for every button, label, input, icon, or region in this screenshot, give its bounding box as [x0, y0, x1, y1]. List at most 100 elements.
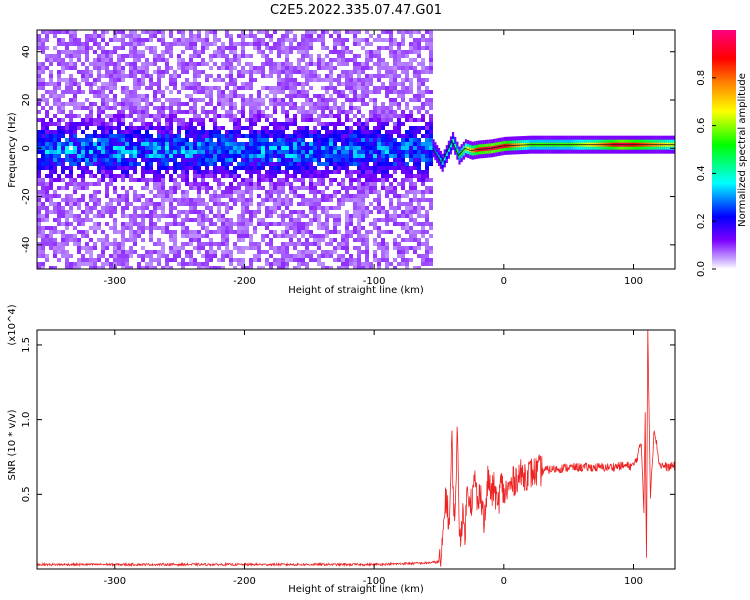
spectrogram-cell	[397, 114, 401, 118]
spectrogram-cell	[241, 162, 245, 166]
spectrogram-cell	[93, 122, 97, 126]
spectrogram-cell	[193, 82, 197, 86]
spectrogram-cell	[289, 254, 293, 258]
spectrogram-cell	[197, 38, 201, 42]
spectrogram-cell	[245, 126, 249, 130]
spectrogram-cell	[341, 130, 345, 134]
spectrogram-cell	[61, 142, 65, 146]
spectrogram-cell	[429, 190, 433, 194]
spectrogram-cell	[269, 86, 273, 90]
spectrogram-cell	[257, 38, 261, 42]
spectrogram-cell	[193, 126, 197, 130]
bottom-x-axis-label: Height of straight line (km)	[288, 584, 424, 595]
spectrogram-cell	[185, 202, 189, 206]
spectrogram-cell	[213, 162, 217, 166]
spectrogram-cell	[125, 90, 129, 94]
spectrogram-cell	[57, 138, 61, 142]
spectrogram-cell	[113, 74, 117, 78]
spectrogram-cell	[189, 186, 193, 190]
spectrogram-cell	[133, 102, 137, 106]
spectrogram-cell	[277, 222, 281, 226]
spectrogram-cell	[41, 178, 45, 182]
spectrogram-cell	[257, 266, 261, 269]
spectrogram-cell	[329, 114, 333, 118]
spectrogram-cell	[117, 154, 121, 158]
spectrogram-cell	[165, 222, 169, 226]
spectrogram-cell	[305, 70, 309, 74]
spectrogram-cell	[329, 182, 333, 186]
spectrogram-cell	[53, 30, 57, 34]
spectrogram-cell	[413, 162, 417, 166]
spectrogram-cell	[269, 166, 273, 170]
spectrogram-cell	[353, 90, 357, 94]
spectrogram-cell	[281, 70, 285, 74]
spectrogram-cell	[221, 102, 225, 106]
spectrogram-cell	[197, 90, 201, 94]
spectrogram-cell	[129, 50, 133, 54]
spectrogram-cell	[321, 182, 325, 186]
spectrogram-cell	[417, 86, 421, 90]
spectrogram-cell	[393, 178, 397, 182]
spectrogram-cell	[389, 182, 393, 186]
spectrogram-cell	[389, 130, 393, 134]
spectrogram-cell	[249, 86, 253, 90]
spectrogram-cell	[129, 234, 133, 238]
spectrogram-cell	[321, 194, 325, 198]
spectrogram-cell	[329, 134, 333, 138]
spectrogram-cell	[365, 206, 369, 210]
spectrogram-cell	[153, 58, 157, 62]
spectrogram-cell	[321, 162, 325, 166]
spectrogram-cell	[257, 142, 261, 146]
spectrogram-cell	[185, 254, 189, 258]
spectrogram-cell	[149, 230, 153, 234]
spectrogram-cell	[309, 186, 313, 190]
spectrogram-cell	[101, 206, 105, 210]
spectrogram-cell	[393, 70, 397, 74]
spectrogram-cell	[121, 262, 125, 266]
spectrogram-cell	[169, 130, 173, 134]
spectrogram-cell	[205, 166, 209, 170]
spectrogram-cell	[169, 42, 173, 46]
spectrogram-cell	[393, 130, 397, 134]
spectrogram-cell	[109, 58, 113, 62]
spectrogram-cell	[309, 162, 313, 166]
spectrogram-cell	[37, 262, 41, 266]
spectrogram-cell	[101, 34, 105, 38]
spectrogram-cell	[133, 218, 137, 222]
spectrogram-cell	[161, 130, 165, 134]
spectrogram-cell	[249, 74, 253, 78]
spectrogram-cell	[425, 158, 429, 162]
spectrogram-cell	[137, 146, 141, 150]
spectrogram-cell	[425, 126, 429, 130]
spectrogram-cell	[365, 122, 369, 126]
spectrogram-cell	[69, 238, 73, 242]
spectrogram-cell	[121, 186, 125, 190]
spectrogram-cell	[85, 154, 89, 158]
spectrogram-cell	[293, 194, 297, 198]
spectrogram-cell	[189, 230, 193, 234]
top-x-tick-label: -300	[103, 276, 126, 287]
spectrogram-cell	[189, 62, 193, 66]
spectrogram-cell	[57, 106, 61, 110]
colorbar-tick-label: 0.6	[696, 118, 707, 134]
spectrogram-cell	[389, 142, 393, 146]
spectrogram-cell	[305, 114, 309, 118]
spectrogram-cell	[309, 254, 313, 258]
spectrogram-cell	[357, 166, 361, 170]
spectrogram-cell	[285, 94, 289, 98]
spectrogram-cell	[305, 222, 309, 226]
spectrogram-cell	[141, 126, 145, 130]
spectrogram-cell	[257, 174, 261, 178]
spectrogram-cell	[389, 74, 393, 78]
spectrogram-cell	[397, 250, 401, 254]
spectrogram-cell	[429, 258, 433, 262]
spectrogram-cell	[201, 254, 205, 258]
spectrogram-cell	[413, 138, 417, 142]
spectrogram-cell	[129, 150, 133, 154]
spectrogram-cell	[45, 54, 49, 58]
spectrogram-cell	[389, 262, 393, 266]
spectrogram-cell	[297, 218, 301, 222]
spectrogram-cell	[109, 206, 113, 210]
spectrogram-cell	[169, 66, 173, 70]
spectrogram-cell	[97, 54, 101, 58]
